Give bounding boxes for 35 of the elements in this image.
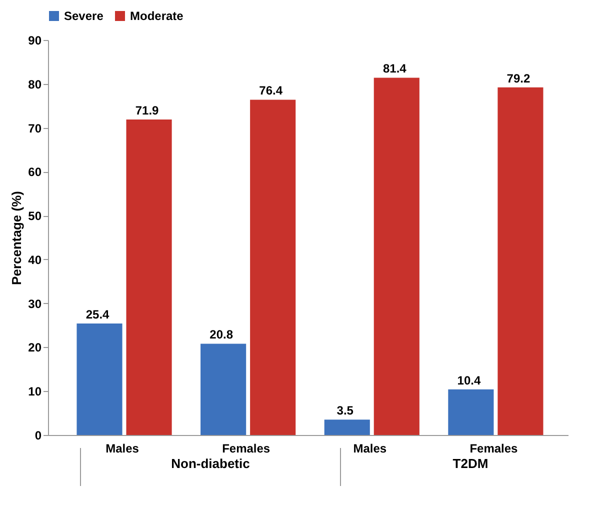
data-label: 10.4 xyxy=(457,373,481,388)
data-label: 79.2 xyxy=(506,71,530,86)
y-axis-title: Percentage (%) xyxy=(9,191,24,285)
y-tick-label: 10 xyxy=(28,384,42,399)
y-tick-label: 60 xyxy=(28,165,42,180)
y-tick-label: 30 xyxy=(28,296,42,311)
data-label: 71.9 xyxy=(135,103,160,118)
data-label: 25.4 xyxy=(86,308,110,322)
data-label: 3.5 xyxy=(336,404,354,418)
y-tick-label: 50 xyxy=(28,209,42,224)
y-tick-label: 0 xyxy=(34,428,42,442)
text: T2DM xyxy=(452,456,488,471)
x-tick-label: Males xyxy=(353,442,387,456)
x-tick-label: Males xyxy=(106,442,140,456)
y-tick-label: 90 xyxy=(28,34,42,48)
bar xyxy=(374,78,420,435)
y-tick-label: 40 xyxy=(28,252,42,267)
y-tick-label: 80 xyxy=(28,77,42,92)
bar xyxy=(324,420,370,435)
text: Non-diabetic xyxy=(171,456,250,471)
data-label: 76.4 xyxy=(259,84,283,98)
data-label: 20.8 xyxy=(210,328,234,342)
bar xyxy=(448,389,494,435)
bar xyxy=(76,324,122,435)
bar xyxy=(200,344,246,435)
bar xyxy=(250,100,296,435)
legend-label: Moderate xyxy=(130,9,184,23)
y-tick-label: 70 xyxy=(28,121,42,136)
legend-label: Severe xyxy=(64,9,104,23)
y-tick-label: 20 xyxy=(28,340,42,355)
bar xyxy=(126,119,172,435)
data-label: 81.4 xyxy=(382,62,407,76)
x-tick-label: Females xyxy=(222,442,270,456)
bar xyxy=(498,87,544,435)
x-tick-label: Females xyxy=(470,442,518,456)
